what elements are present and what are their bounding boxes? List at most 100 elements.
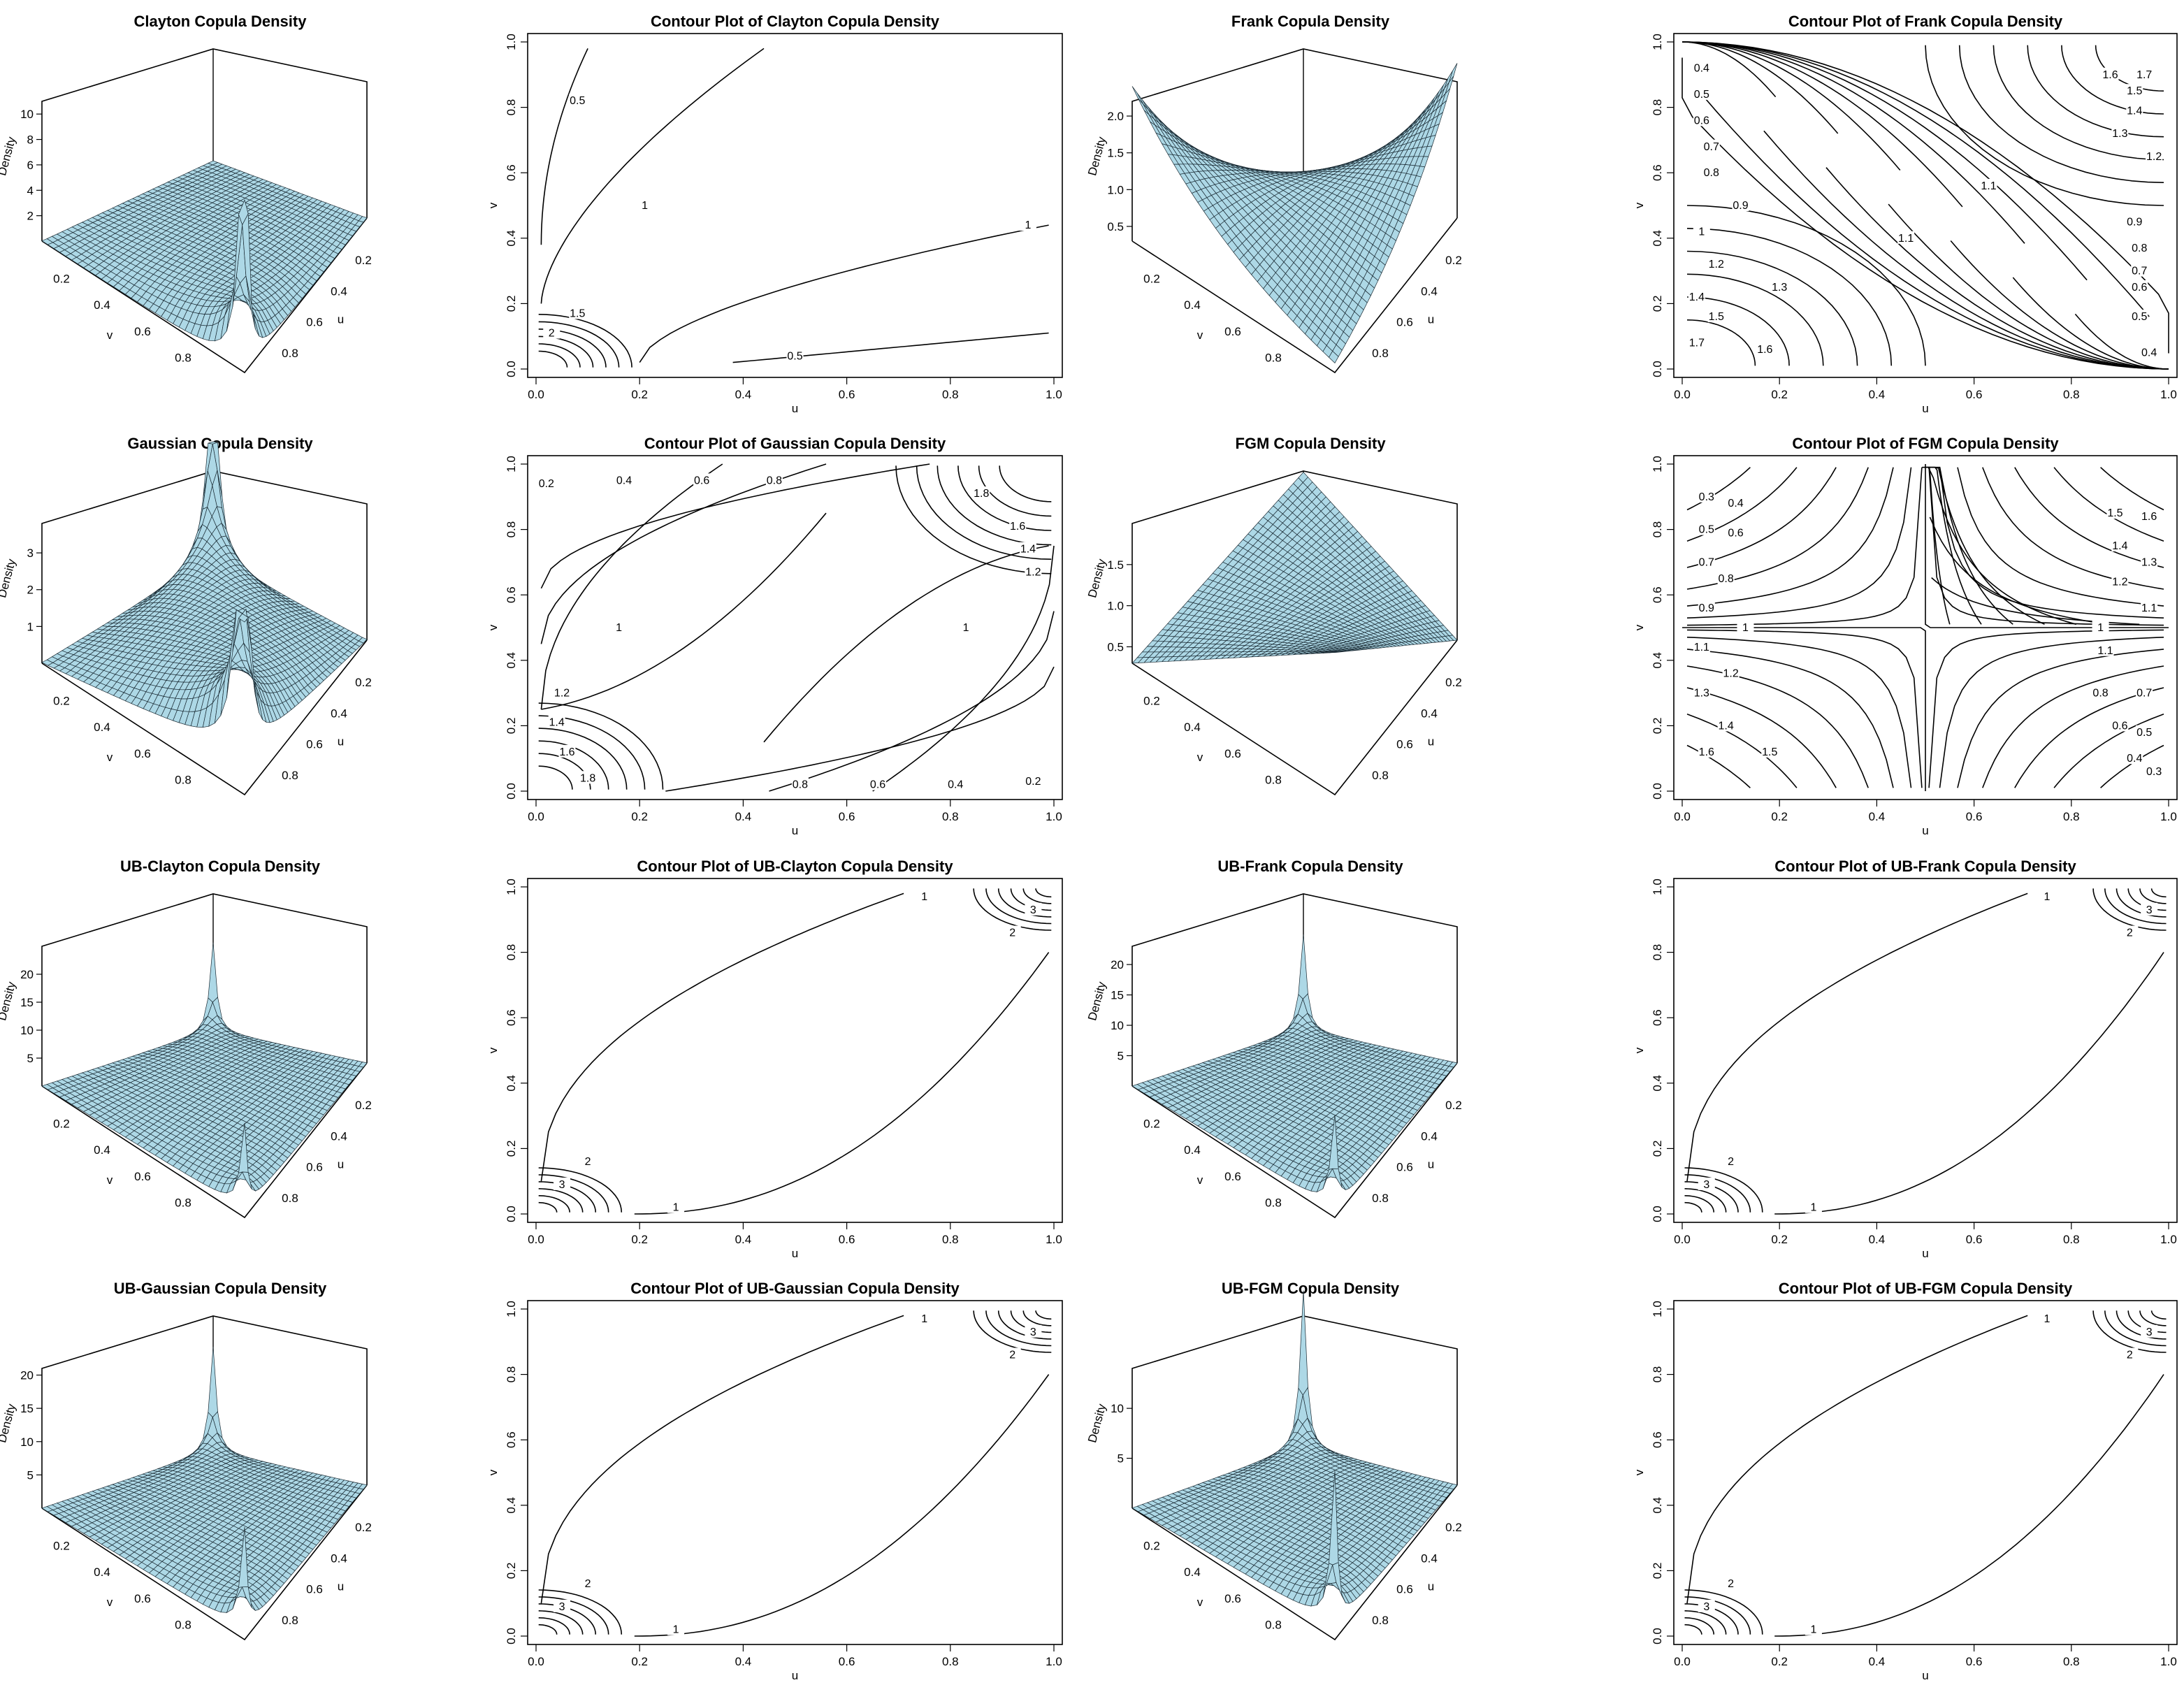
x-tick-label: 0.0	[528, 1655, 544, 1668]
z-tick-label: 3	[27, 547, 34, 560]
u-tick-label: 0.4	[331, 284, 347, 298]
u-axis-label: u	[338, 313, 344, 326]
contour-label-bg	[1732, 198, 1749, 211]
y-tick-label: 0.2	[1651, 1141, 1664, 1157]
u-tick-label: 0.8	[282, 1614, 298, 1627]
contour-label: 0.9	[1699, 602, 1714, 614]
contour-label: 1	[2044, 1313, 2051, 1325]
z-tick-label: 2	[27, 210, 34, 223]
z-axis-label: Density	[1085, 980, 1108, 1022]
x-tick-label: 0.6	[1966, 1233, 1983, 1246]
contour-plot-14: Contour Plot of UB-Gaussian Copula Densi…	[486, 1280, 1063, 1682]
contour-label: 0.7	[2136, 688, 2152, 700]
contour-label: 0.5	[1699, 524, 1714, 536]
z-tick-label: 10	[20, 108, 34, 121]
contour-label-bg	[1707, 257, 1725, 270]
box-floor-edge	[1131, 1062, 1458, 1219]
contour-label-bg	[543, 326, 561, 339]
contour-line	[1035, 1310, 1052, 1320]
contour-label: 1	[1025, 219, 1031, 231]
z-tick-label: 15	[20, 1402, 34, 1415]
x-tick-label: 0.8	[2063, 1655, 2080, 1668]
contour-label: 1.6	[559, 746, 574, 758]
contour-line	[1686, 467, 1869, 590]
y-tick-label: 0.4	[1651, 652, 1664, 669]
box-floor-edge	[1131, 217, 1458, 374]
contour-label-bg	[1698, 600, 1715, 614]
contour-label: 3	[1703, 1179, 1709, 1191]
v-tick-label: 0.6	[1224, 325, 1241, 338]
x-tick-label: 0.2	[631, 388, 648, 401]
contour-label: 1.6	[2102, 69, 2118, 81]
x-axis-label: u	[1922, 824, 1928, 837]
y-tick-label: 0.4	[505, 1497, 518, 1514]
y-tick-label: 0.0	[1651, 783, 1664, 800]
surface-mesh	[41, 942, 368, 1194]
u-tick-label: 0.6	[306, 316, 323, 329]
u-axis-label: u	[1428, 313, 1434, 326]
x-tick-label: 0.8	[942, 388, 959, 401]
contour-line	[1928, 629, 2164, 788]
contour-label: 1.5	[1762, 746, 1777, 758]
contour-label: 1.4	[1719, 720, 1734, 732]
contour-label: 2	[585, 1578, 591, 1590]
contour-line	[538, 321, 620, 368]
contour-label-bg	[1698, 1599, 1715, 1612]
contour-label-bg	[765, 473, 783, 486]
contour-line	[1686, 467, 1912, 619]
contour-label: 0.8	[1719, 573, 1734, 585]
contour-label: 3	[559, 1601, 565, 1613]
contour-label-bg	[2111, 718, 2129, 732]
contour-line	[540, 1315, 904, 1604]
contour-line	[1684, 1610, 1727, 1635]
contour-label-bg	[2141, 509, 2158, 522]
contour-line	[540, 463, 723, 710]
contour-label-bg	[1698, 744, 1715, 758]
contour-line	[1682, 57, 2169, 370]
z-tick-label: 1.5	[1107, 558, 1124, 572]
y-tick-label: 1.0	[505, 1301, 518, 1317]
contour-line	[872, 545, 1055, 792]
contour-line	[985, 1310, 1052, 1347]
contour-line	[2053, 467, 2164, 542]
u-tick-label: 0.4	[1421, 1552, 1438, 1565]
contour-label: 3	[1030, 1326, 1036, 1338]
z-tick-label: 8	[27, 133, 34, 147]
contour-label-bg	[1025, 774, 1042, 787]
contour-lines: 1 2 3 1 2 3	[538, 888, 1052, 1215]
contour-label: 1	[1742, 622, 1749, 634]
contour-label: 1.4	[2112, 540, 2127, 552]
x-tick-label: 0.4	[1869, 388, 1886, 401]
panel-title: Contour Plot of Clayton Copula Density	[651, 13, 940, 30]
contour-line	[538, 702, 664, 790]
panel-title: Contour Plot of FGM Copula Density	[1792, 435, 2059, 452]
contour-label: 0.6	[2112, 720, 2127, 732]
y-axis-label: v	[1633, 202, 1646, 208]
y-tick-label: 0.6	[505, 586, 518, 603]
contour-label: 3	[1030, 904, 1036, 916]
x-tick-label: 0.6	[1966, 1655, 1983, 1668]
x-tick-label: 0.2	[631, 810, 648, 823]
contour-line	[540, 48, 588, 245]
contour-line	[1682, 41, 2088, 281]
contour-label: 1.6	[2141, 511, 2157, 523]
y-axis-label: v	[1633, 1047, 1646, 1053]
z-tick-label: 10	[20, 1024, 34, 1037]
contour-label: 0.9	[2127, 216, 2142, 228]
contour-label-bg	[569, 94, 586, 107]
x-axis-label: u	[792, 1669, 798, 1682]
contour-line	[916, 465, 1052, 560]
contour-line	[1922, 466, 1951, 625]
contour-label: 1	[921, 891, 927, 903]
contour-label: 0.7	[2132, 266, 2147, 277]
y-tick-label: 0.4	[505, 652, 518, 669]
contour-line	[2053, 714, 2164, 788]
contour-line	[1684, 1596, 1751, 1635]
panel-title: Contour Plot of Gaussian Copula Density	[644, 435, 946, 452]
y-tick-label: 0.4	[1651, 1075, 1664, 1092]
plot-frame	[1673, 1300, 2178, 1645]
contour-label: 2	[2127, 927, 2133, 939]
x-tick-label: 0.8	[2063, 1233, 2080, 1246]
y-tick-label: 1.0	[1651, 456, 1664, 472]
x-axis-label: u	[792, 824, 798, 837]
